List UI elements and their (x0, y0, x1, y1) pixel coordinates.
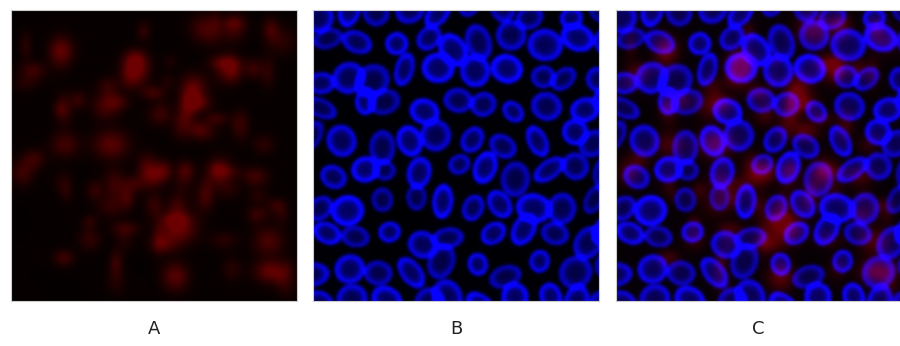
Text: A: A (148, 320, 160, 338)
Text: B: B (450, 320, 463, 338)
Text: C: C (752, 320, 765, 338)
